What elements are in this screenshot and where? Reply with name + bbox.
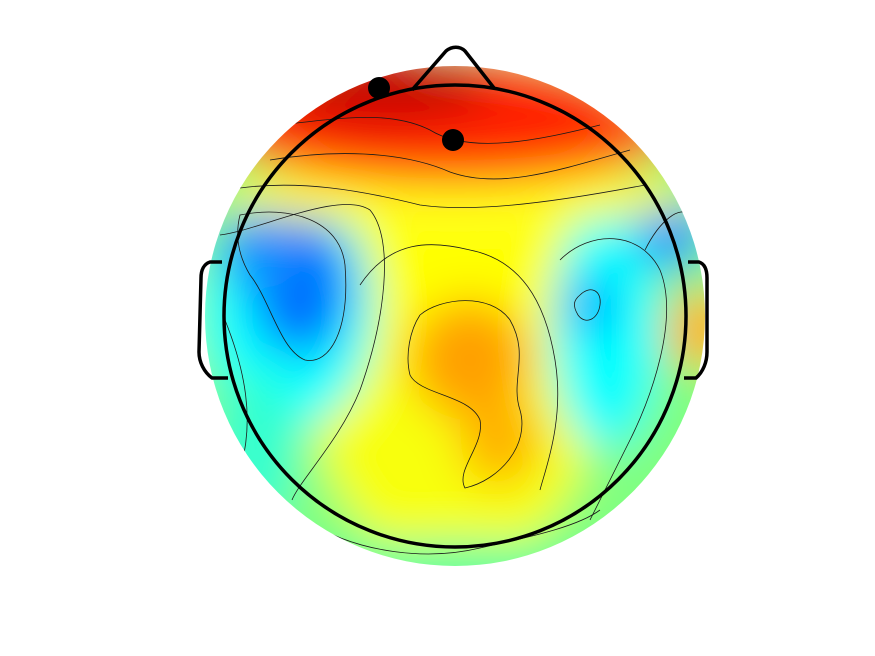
field-right-blue — [568, 277, 612, 333]
contour-center-yellow — [359, 244, 559, 491]
contour-right-cyan — [559, 238, 667, 521]
head-outline — [222, 83, 688, 549]
field-right-edge-warm — [665, 290, 705, 370]
field-center-orange — [410, 300, 530, 420]
contour-right-blue — [574, 289, 601, 321]
field-lower-orange — [460, 395, 540, 485]
contour-bottom — [304, 509, 601, 555]
field-frontal-yellow — [215, 165, 695, 225]
frontal-midline-electrode[interactable] — [442, 129, 464, 151]
field-right-cyan — [550, 210, 660, 450]
contour-left-cyan — [219, 204, 385, 501]
contour-lines — [219, 116, 691, 555]
contour-center-orange — [407, 300, 523, 489]
field-bottom-band — [255, 540, 655, 566]
head-outline-group — [197, 45, 709, 549]
contour-left-blue — [237, 211, 347, 361]
nose — [410, 45, 496, 92]
right-ear — [684, 260, 709, 380]
contour-frontal-2 — [269, 149, 631, 180]
contour-frontal-3 — [239, 184, 646, 209]
electrode-markers — [368, 77, 464, 151]
frontal-left-electrode[interactable] — [368, 77, 390, 99]
left-ear — [197, 260, 228, 380]
field-left-lower — [215, 370, 295, 530]
